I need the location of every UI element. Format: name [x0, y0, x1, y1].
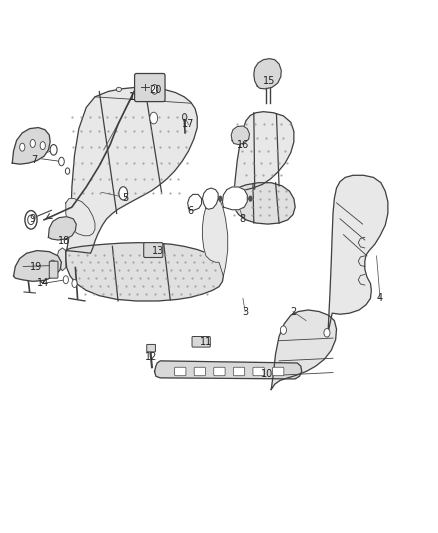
FancyBboxPatch shape [233, 367, 245, 376]
Ellipse shape [219, 196, 222, 201]
Polygon shape [48, 216, 76, 240]
Ellipse shape [30, 140, 35, 148]
Ellipse shape [59, 157, 64, 166]
Ellipse shape [40, 142, 46, 150]
Polygon shape [187, 195, 201, 211]
Text: 20: 20 [150, 85, 162, 95]
FancyBboxPatch shape [134, 74, 165, 102]
Text: 9: 9 [30, 214, 36, 224]
Ellipse shape [28, 215, 34, 224]
Polygon shape [271, 310, 336, 390]
Ellipse shape [249, 196, 252, 201]
Ellipse shape [119, 187, 127, 200]
Polygon shape [231, 126, 250, 144]
Polygon shape [202, 188, 218, 209]
FancyBboxPatch shape [147, 344, 155, 352]
FancyBboxPatch shape [175, 367, 186, 376]
Polygon shape [254, 59, 281, 89]
Ellipse shape [151, 85, 158, 94]
Polygon shape [12, 127, 50, 164]
Ellipse shape [116, 87, 121, 92]
Ellipse shape [63, 276, 68, 284]
Text: 11: 11 [200, 337, 212, 347]
Ellipse shape [280, 326, 286, 334]
Polygon shape [223, 187, 247, 210]
FancyBboxPatch shape [214, 367, 225, 376]
Ellipse shape [25, 211, 37, 229]
Text: 8: 8 [240, 214, 246, 224]
Polygon shape [66, 243, 223, 301]
Text: 6: 6 [187, 206, 194, 216]
FancyBboxPatch shape [194, 367, 205, 376]
Ellipse shape [72, 279, 77, 287]
Ellipse shape [324, 328, 330, 337]
Text: 15: 15 [263, 76, 275, 86]
Ellipse shape [150, 112, 158, 124]
Polygon shape [66, 199, 95, 236]
FancyBboxPatch shape [192, 336, 210, 347]
Ellipse shape [65, 168, 70, 174]
Polygon shape [234, 112, 294, 190]
Ellipse shape [20, 143, 25, 151]
Text: 17: 17 [182, 119, 195, 130]
Text: 16: 16 [237, 140, 249, 150]
FancyBboxPatch shape [144, 243, 163, 257]
Text: 5: 5 [122, 192, 128, 203]
Polygon shape [57, 248, 66, 271]
Ellipse shape [183, 114, 187, 120]
Polygon shape [328, 175, 388, 336]
Text: 14: 14 [37, 278, 49, 288]
Text: 18: 18 [58, 236, 71, 246]
Text: 4: 4 [377, 293, 383, 303]
Polygon shape [155, 361, 302, 379]
Polygon shape [202, 198, 228, 276]
Ellipse shape [149, 87, 154, 92]
Text: 13: 13 [152, 246, 164, 256]
Text: 1: 1 [129, 92, 135, 102]
Text: 12: 12 [145, 352, 158, 361]
Text: 7: 7 [31, 156, 37, 165]
Ellipse shape [50, 260, 56, 269]
Polygon shape [14, 251, 61, 281]
FancyBboxPatch shape [49, 261, 58, 278]
Polygon shape [67, 87, 197, 253]
Text: 10: 10 [261, 369, 273, 378]
Polygon shape [232, 183, 295, 224]
FancyBboxPatch shape [272, 367, 284, 376]
Text: 3: 3 [242, 306, 248, 317]
FancyBboxPatch shape [253, 367, 264, 376]
FancyBboxPatch shape [31, 258, 48, 271]
Text: 2: 2 [290, 306, 296, 317]
Text: 19: 19 [30, 262, 42, 271]
Ellipse shape [50, 144, 57, 155]
